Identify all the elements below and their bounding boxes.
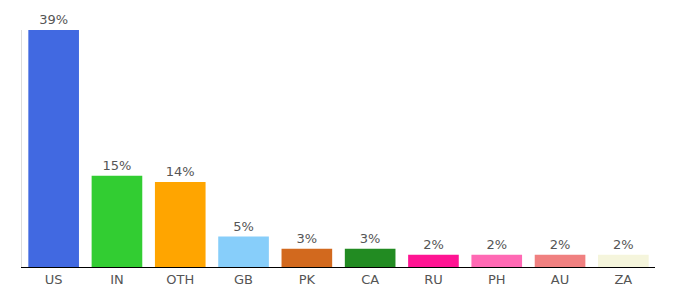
svg-text:RU: RU (424, 272, 443, 287)
svg-text:14%: 14% (166, 164, 195, 179)
svg-text:2%: 2% (550, 237, 571, 252)
svg-text:PH: PH (488, 272, 506, 287)
svg-text:PK: PK (299, 272, 316, 287)
svg-text:5%: 5% (233, 219, 254, 234)
svg-text:39%: 39% (39, 12, 68, 27)
svg-text:GB: GB (234, 272, 253, 287)
svg-text:ZA: ZA (614, 272, 632, 287)
svg-text:CA: CA (361, 272, 379, 287)
svg-text:3%: 3% (360, 231, 381, 246)
svg-text:15%: 15% (102, 158, 131, 173)
svg-text:2%: 2% (613, 237, 634, 252)
svg-text:2%: 2% (486, 237, 507, 252)
svg-text:US: US (45, 272, 63, 287)
svg-text:OTH: OTH (166, 272, 194, 287)
svg-text:IN: IN (110, 272, 124, 287)
svg-text:2%: 2% (423, 237, 444, 252)
svg-text:3%: 3% (297, 231, 318, 246)
svg-text:AU: AU (551, 272, 569, 287)
